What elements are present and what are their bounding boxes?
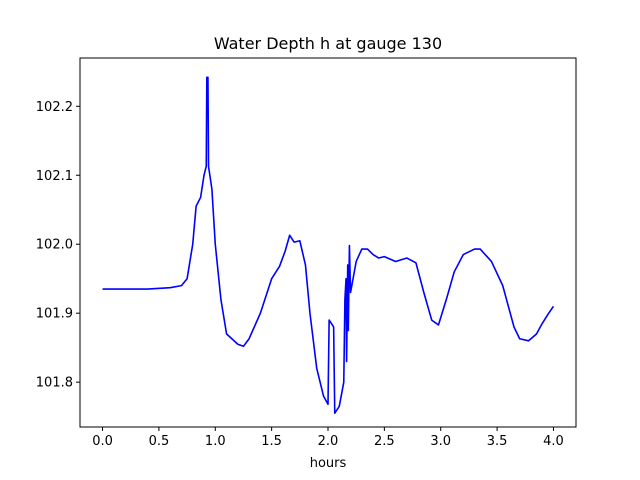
x-tick-label: 2.5 <box>374 434 395 449</box>
x-tick-label: 3.5 <box>487 434 508 449</box>
x-tick-label: 1.0 <box>205 434 226 449</box>
x-axis: 0.0 0.5 1.0 1.5 2.0 2.5 3.0 3.5 4.0 <box>92 427 564 449</box>
x-tick-label: 3.0 <box>430 434 451 449</box>
y-tick-label: 102.0 <box>36 238 73 253</box>
x-tick-label: 2.0 <box>318 434 339 449</box>
y-tick-label: 101.9 <box>36 307 73 322</box>
x-tick-label: 4.0 <box>543 434 564 449</box>
y-tick-label: 101.8 <box>36 376 73 391</box>
series-line-0 <box>102 76 555 415</box>
x-tick-label: 0.0 <box>92 434 113 449</box>
x-tick-label: 1.5 <box>261 434 282 449</box>
y-axis: 101.8 101.9 102.0 102.1 102.2 <box>36 100 80 391</box>
plot-line-group <box>102 76 555 415</box>
chart-title: Water Depth h at gauge 130 <box>214 34 442 53</box>
x-axis-label: hours <box>310 456 347 471</box>
y-tick-label: 102.1 <box>36 169 73 184</box>
y-tick-label: 102.2 <box>36 100 73 115</box>
x-tick-label: 0.5 <box>149 434 170 449</box>
